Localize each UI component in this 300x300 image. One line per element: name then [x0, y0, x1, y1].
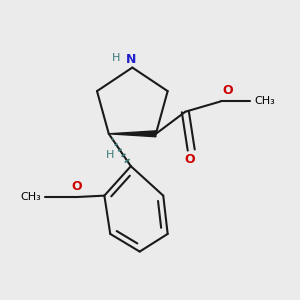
Text: O: O	[71, 180, 82, 193]
Text: CH₃: CH₃	[20, 192, 41, 202]
Text: H: H	[106, 150, 114, 160]
Text: O: O	[184, 153, 195, 166]
Text: CH₃: CH₃	[254, 96, 275, 106]
Polygon shape	[109, 131, 156, 137]
Text: N: N	[126, 53, 136, 66]
Text: H: H	[112, 53, 120, 63]
Text: O: O	[222, 84, 233, 97]
